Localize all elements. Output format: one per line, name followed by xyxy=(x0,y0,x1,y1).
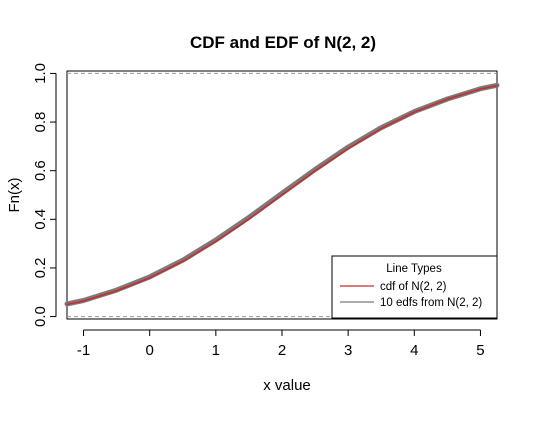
y-axis-label: Fn(x) xyxy=(6,178,23,213)
y-tick-label: 0.6 xyxy=(32,160,49,181)
x-tick-label: 3 xyxy=(344,342,352,359)
y-tick-label: 0.8 xyxy=(32,112,49,133)
legend-box xyxy=(331,255,498,319)
y-tick-label: 0.4 xyxy=(32,209,49,230)
x-axis-label: x value xyxy=(263,377,311,394)
x-tick-label: 5 xyxy=(476,342,484,359)
plot-frame xyxy=(66,70,498,320)
x-tick-label: 0 xyxy=(146,342,154,359)
chart-title: CDF and EDF of N(2, 2) xyxy=(190,33,376,52)
legend-title: Line Types xyxy=(386,263,442,275)
y-axis: 0.0 0.2 0.4 0.6 0.8 1.0 xyxy=(32,63,57,327)
x-tick-label: 2 xyxy=(278,342,286,359)
y-tick-label: 1.0 xyxy=(32,63,49,84)
series-layer xyxy=(64,82,500,307)
legend-label-edfs: 10 edfs from N(2, 2) xyxy=(380,297,482,309)
x-tick-label: 4 xyxy=(410,342,418,359)
y-tick-label: 0.0 xyxy=(32,306,49,327)
series-cdf-line xyxy=(66,84,498,306)
x-axis: -1 0 1 2 3 4 5 xyxy=(77,329,485,359)
x-tick-label: 1 xyxy=(212,342,220,359)
legend: Line Types cdf of N(2, 2) 10 edfs from N… xyxy=(331,255,498,319)
y-tick-label: 0.2 xyxy=(32,258,49,279)
x-tick-label: -1 xyxy=(77,342,90,359)
legend-label-cdf: cdf of N(2, 2) xyxy=(380,281,447,293)
